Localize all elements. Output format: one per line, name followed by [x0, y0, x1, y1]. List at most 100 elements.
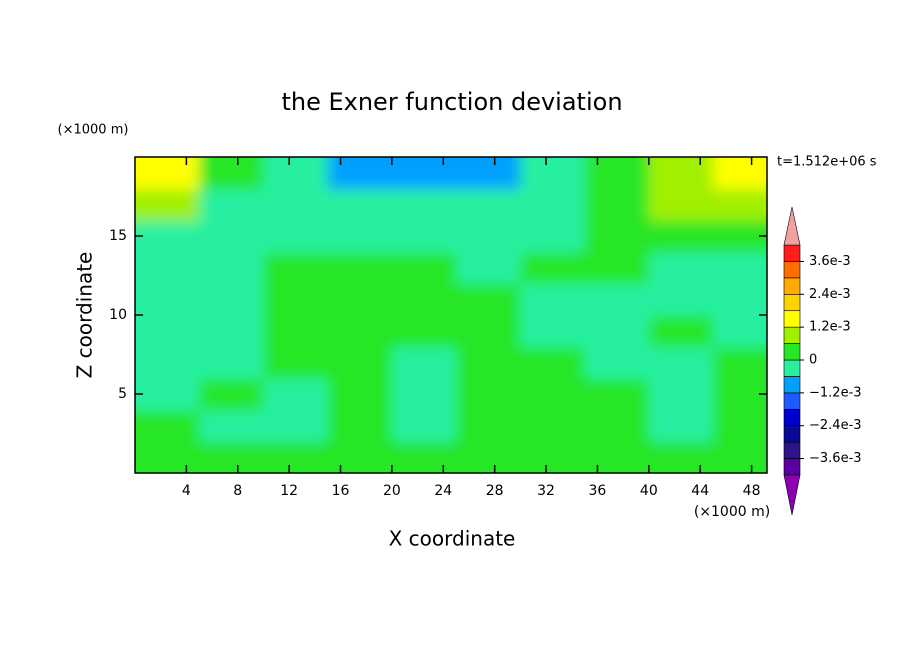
field-cell — [391, 441, 457, 473]
field-cell — [648, 220, 714, 253]
x-tick-label: 20 — [383, 483, 401, 499]
field-cell — [520, 378, 586, 411]
field-cell — [648, 251, 714, 284]
field-cell — [713, 315, 767, 348]
field-cell — [713, 409, 767, 442]
field-cell — [520, 188, 586, 221]
field-cell — [456, 346, 521, 379]
field-cell — [713, 220, 767, 253]
field-cell — [327, 378, 393, 411]
field-cell — [135, 441, 200, 473]
colorbar-triangle — [783, 206, 801, 246]
colorbar-label: −2.4e-3 — [809, 418, 862, 433]
field-cell — [456, 378, 521, 411]
field-cell — [456, 409, 521, 442]
field-cell — [520, 441, 586, 473]
colorbar-box — [783, 425, 801, 443]
field-cell — [456, 220, 521, 253]
field-cell — [391, 346, 457, 379]
y-unit: (×1000 m) — [58, 123, 129, 138]
colorbar-triangle — [783, 474, 801, 516]
field-cell — [456, 441, 521, 473]
field-cell — [648, 441, 714, 473]
field-cell — [456, 283, 521, 316]
field-cell — [135, 220, 200, 253]
field — [135, 157, 767, 473]
field-cell — [520, 315, 586, 348]
field-cell — [135, 251, 200, 284]
field-cell — [584, 378, 650, 411]
y-tick-label: 10 — [109, 307, 127, 323]
x-axis-label: X coordinate — [389, 527, 516, 551]
field-cell — [391, 315, 457, 348]
x-tick-label: 40 — [640, 483, 658, 499]
field-cell — [584, 188, 650, 221]
colorbar-box — [783, 261, 801, 279]
field-cell — [135, 346, 200, 379]
x-tick-label: 36 — [589, 483, 607, 499]
colorbar-box — [783, 310, 801, 328]
field-cell — [263, 346, 329, 379]
field-cell — [263, 315, 329, 348]
field-cell — [199, 346, 264, 379]
field-cell — [263, 409, 329, 442]
field-cell — [199, 220, 264, 253]
field-cell — [135, 283, 200, 316]
colorbar-label: 3.6e-3 — [809, 254, 851, 269]
time-label: t=1.512e+06 s — [777, 155, 877, 170]
field-cell — [135, 188, 200, 221]
field-cell — [327, 346, 393, 379]
colorbar-box — [783, 376, 801, 394]
field-cell — [456, 315, 521, 348]
field-cell — [584, 251, 650, 284]
colorbar-box — [783, 277, 801, 295]
field-cell — [391, 251, 457, 284]
field-cell — [520, 251, 586, 284]
field-cell — [584, 157, 650, 190]
colorbar-box — [783, 326, 801, 344]
colorbar-box — [783, 392, 801, 410]
field-cell — [199, 378, 264, 411]
x-tick-label: 8 — [233, 483, 242, 499]
field-cell — [263, 441, 329, 473]
field-cell — [199, 283, 264, 316]
x-tick-label: 24 — [434, 483, 452, 499]
field-cell — [648, 378, 714, 411]
y-tick-label: 15 — [109, 228, 127, 244]
field-cell — [327, 157, 393, 190]
colorbar-box — [783, 293, 801, 312]
field-cell — [520, 220, 586, 253]
field-cell — [391, 157, 457, 190]
field-cell — [713, 251, 767, 284]
field-cell — [263, 220, 329, 253]
colorbar-box — [783, 343, 801, 361]
field-cell — [327, 188, 393, 221]
field-cell — [648, 346, 714, 379]
x-unit: (×1000 m) — [694, 504, 770, 520]
field-cell — [263, 283, 329, 316]
colorbar-box — [783, 408, 801, 427]
field-cell — [713, 188, 767, 221]
field-cell — [391, 378, 457, 411]
field-cell — [135, 157, 200, 190]
y-tick-label: 5 — [118, 386, 127, 402]
field-cell — [199, 315, 264, 348]
colorbar-label: 0 — [809, 353, 817, 368]
field-cell — [648, 409, 714, 442]
field-cell — [584, 409, 650, 442]
x-tick-label: 4 — [182, 483, 191, 499]
field-cell — [648, 315, 714, 348]
field-cell — [263, 157, 329, 190]
field-cell — [263, 251, 329, 284]
x-tick-label: 44 — [691, 483, 709, 499]
field-cell — [520, 283, 586, 316]
colorbar-box — [783, 244, 801, 262]
field-cell — [584, 283, 650, 316]
field-cell — [391, 409, 457, 442]
field-cell — [584, 315, 650, 348]
colorbar-label: 2.4e-3 — [809, 287, 851, 302]
field-cell — [713, 441, 767, 473]
field-cell — [263, 378, 329, 411]
field-cell — [199, 157, 264, 190]
